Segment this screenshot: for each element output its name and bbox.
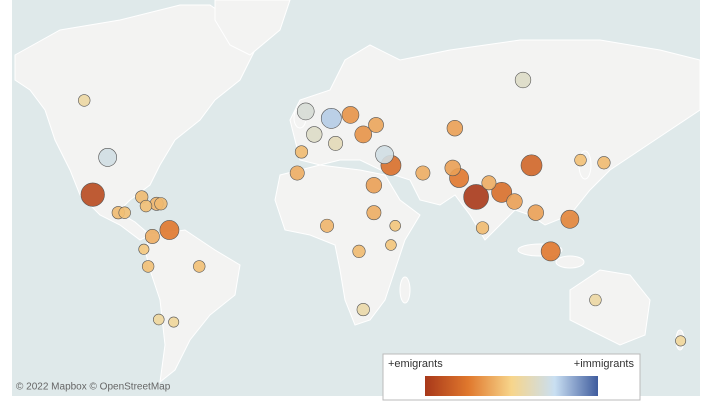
bubble bbox=[675, 335, 687, 347]
bubble bbox=[574, 153, 587, 167]
bubble bbox=[328, 135, 343, 151]
bubble bbox=[560, 209, 580, 229]
land-greenland bbox=[214, 0, 291, 56]
bubble bbox=[366, 205, 382, 221]
bubble bbox=[352, 244, 366, 258]
legend-low-label: +emigrants bbox=[388, 358, 443, 370]
land-south-america bbox=[144, 229, 241, 384]
bubble bbox=[520, 154, 543, 177]
map-canvas bbox=[12, 0, 700, 396]
bubble bbox=[365, 177, 383, 194]
bubble bbox=[463, 184, 489, 210]
bubble bbox=[506, 193, 523, 210]
bubble bbox=[168, 316, 180, 328]
bubble bbox=[193, 260, 206, 273]
bubble bbox=[144, 229, 160, 244]
bubble bbox=[446, 120, 463, 137]
bubble bbox=[444, 159, 461, 177]
bubble bbox=[138, 243, 150, 255]
bubble bbox=[540, 241, 561, 262]
bubble bbox=[481, 175, 497, 191]
legend-high-label: +immigrants bbox=[574, 358, 635, 370]
bubble bbox=[141, 260, 155, 273]
bubble bbox=[368, 117, 384, 133]
bubble bbox=[385, 239, 397, 251]
bubble bbox=[320, 218, 334, 233]
bubble bbox=[375, 145, 394, 165]
bubble bbox=[159, 220, 180, 240]
land-australia bbox=[569, 269, 651, 346]
legend-gradient bbox=[425, 376, 598, 396]
bubble bbox=[475, 221, 490, 235]
bubble bbox=[289, 165, 305, 181]
bubble bbox=[294, 145, 309, 159]
bubble bbox=[356, 302, 370, 317]
bubble bbox=[296, 102, 315, 121]
land-eurasia bbox=[289, 39, 700, 241]
bubble bbox=[597, 156, 611, 170]
bubbles bbox=[78, 71, 687, 347]
land-new-guinea bbox=[555, 255, 585, 269]
bubble bbox=[80, 182, 105, 207]
bubble bbox=[118, 206, 131, 219]
bubble bbox=[306, 126, 323, 143]
bubble bbox=[527, 204, 544, 221]
bubble bbox=[341, 106, 360, 124]
bubble bbox=[415, 165, 431, 181]
bubble bbox=[491, 181, 513, 203]
land-madagascar bbox=[399, 276, 411, 304]
attribution: © 2022 Mapbox © OpenStreetMap bbox=[16, 382, 171, 393]
land-africa bbox=[274, 164, 421, 326]
bubble bbox=[354, 125, 373, 144]
bubble bbox=[389, 220, 401, 232]
bubble bbox=[139, 199, 153, 213]
bubble bbox=[154, 197, 168, 211]
bubble bbox=[98, 148, 117, 167]
bubble bbox=[78, 94, 91, 107]
bubble bbox=[320, 107, 342, 129]
bubble bbox=[514, 71, 532, 89]
bubble bbox=[153, 313, 165, 326]
bubble bbox=[589, 293, 602, 307]
